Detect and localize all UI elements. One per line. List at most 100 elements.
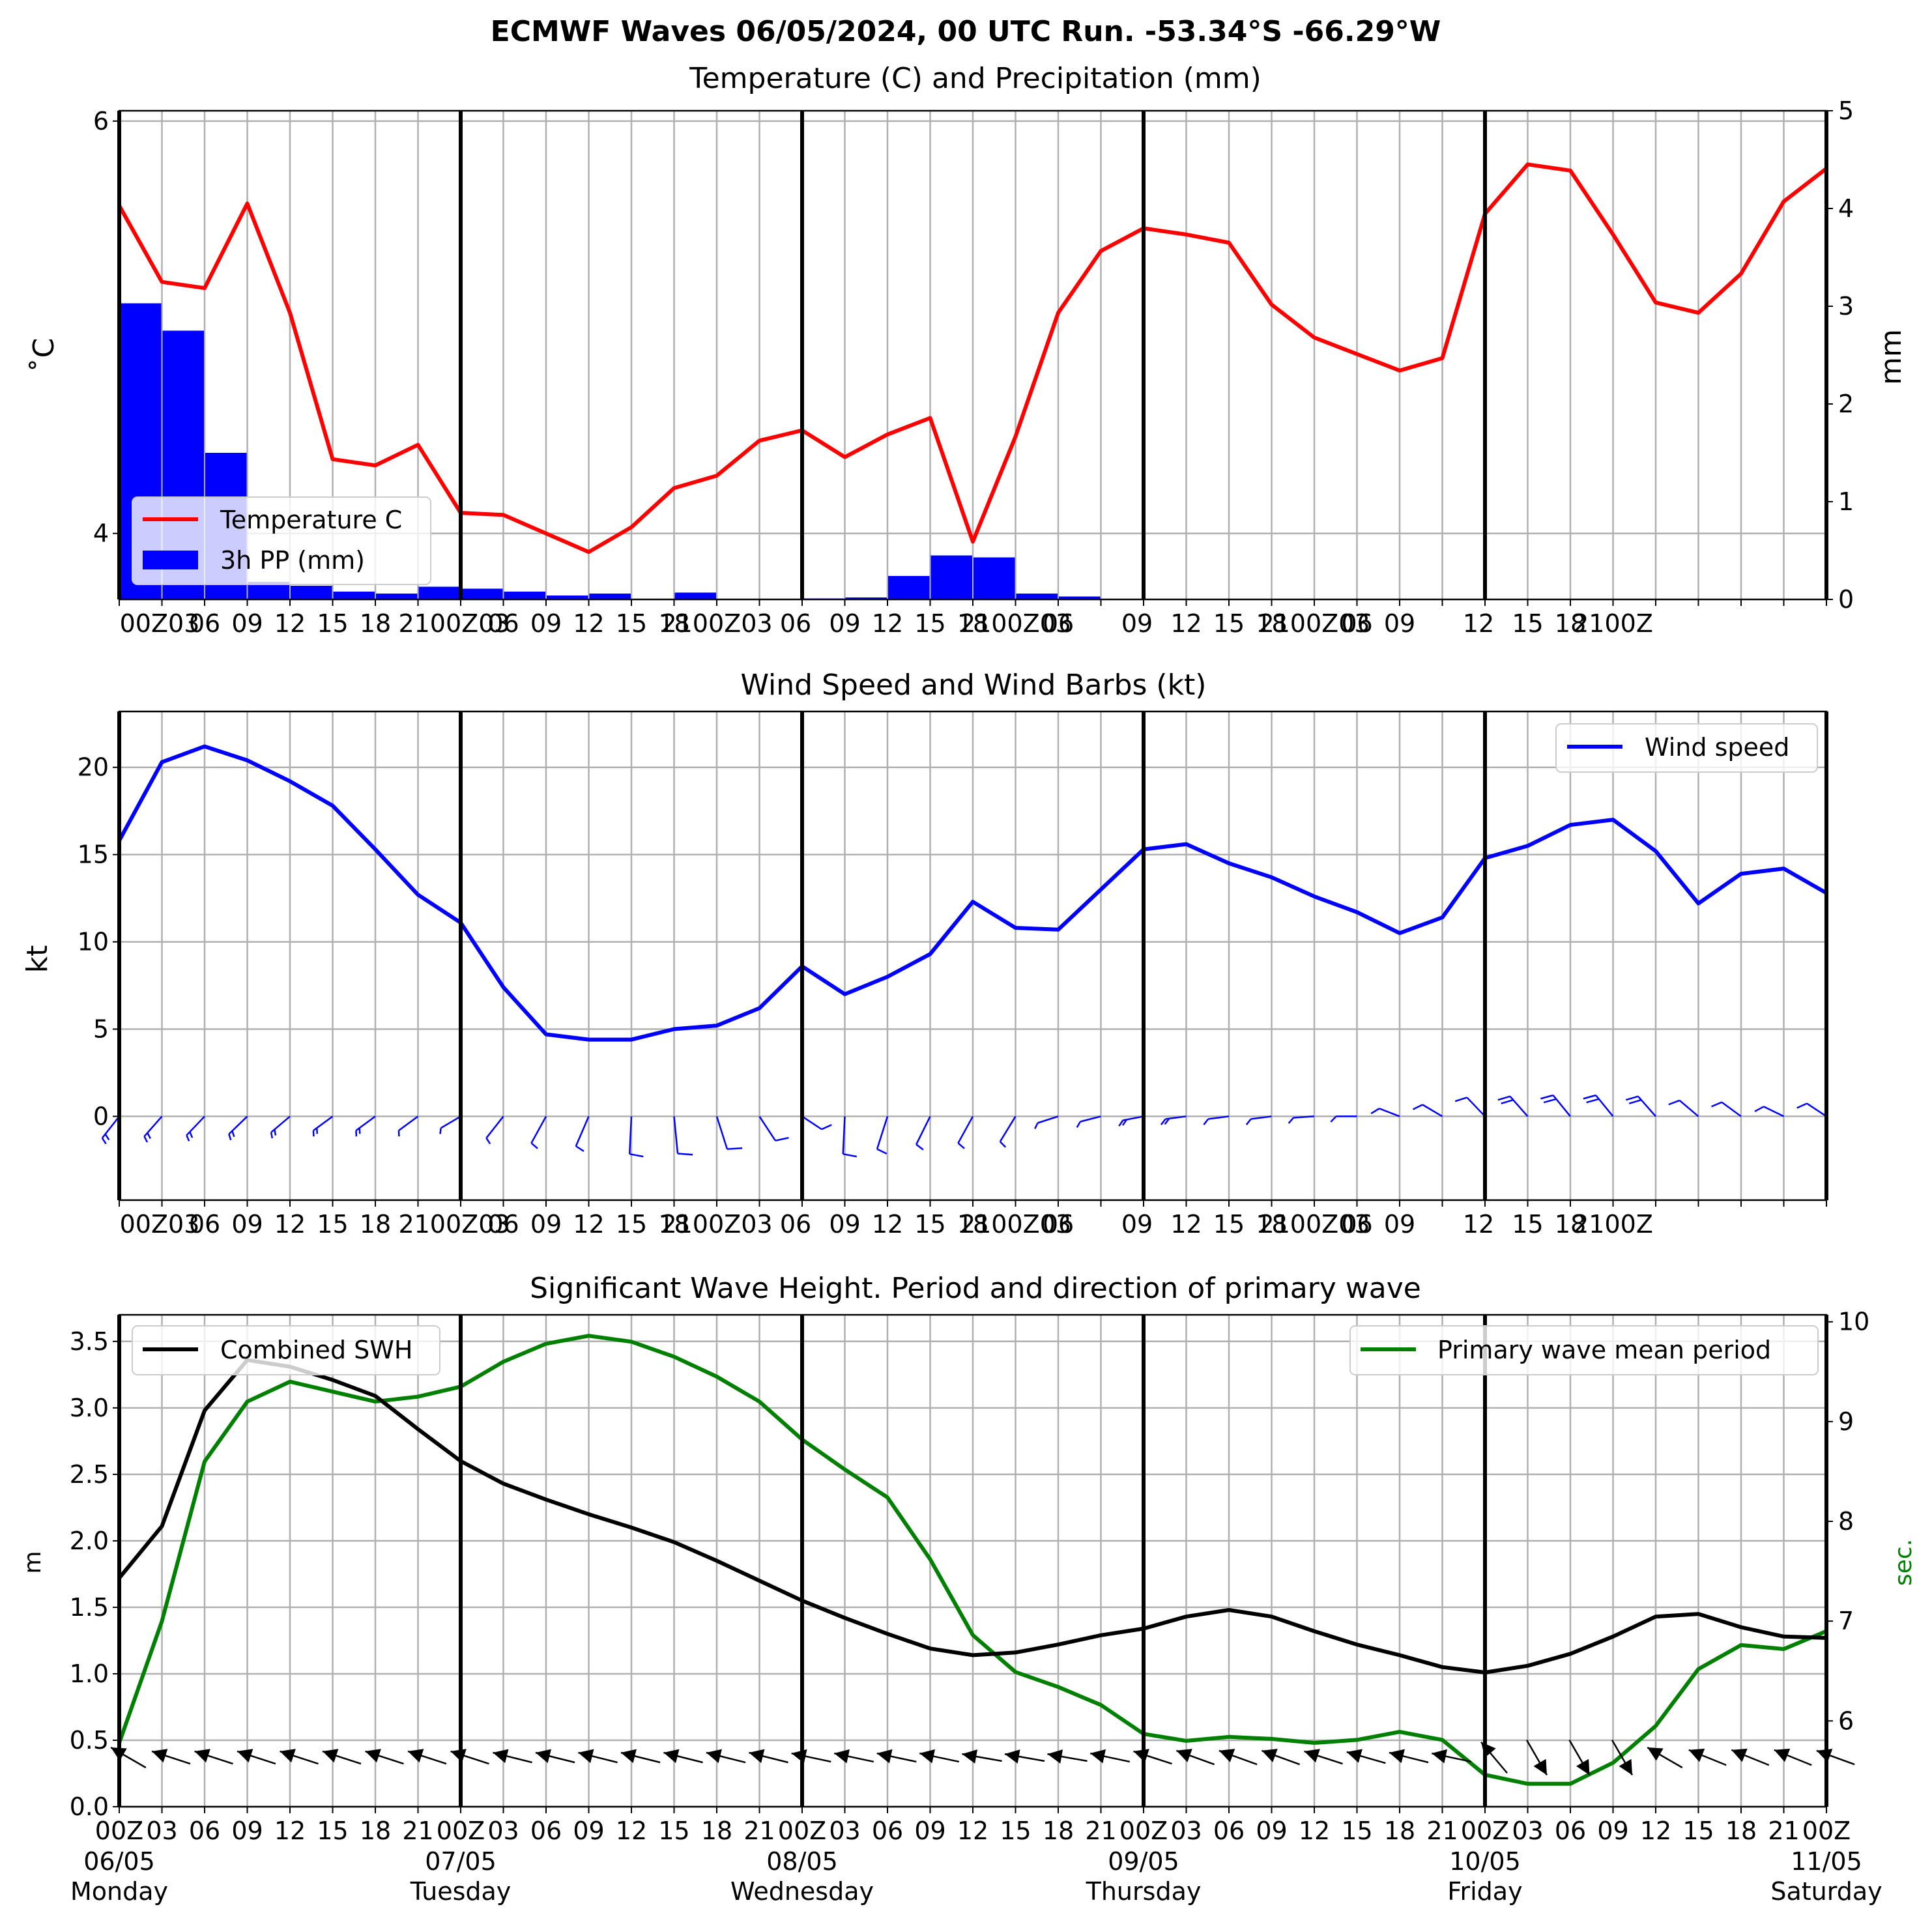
wave-arrow-head [706, 1749, 722, 1763]
wind-speed-point [1099, 888, 1103, 891]
wind-speed-point [1441, 916, 1444, 919]
legend-label-period: Primary wave mean period [1437, 1336, 1771, 1364]
wave-arrow [194, 1749, 233, 1765]
wave-arrow-head [493, 1749, 509, 1763]
legend-label-precip: 3h PP (mm) [220, 546, 365, 575]
swh-point [1398, 1654, 1401, 1657]
wind-barb [1796, 1102, 1827, 1117]
wind-barb [673, 1116, 693, 1156]
wave-arrow-head [237, 1749, 253, 1763]
wave-arrow [1688, 1748, 1727, 1766]
wind-barb-staff [758, 1115, 776, 1141]
wind-barb-feather [1076, 1121, 1081, 1128]
wind-barb [270, 1115, 291, 1139]
wind-barb [1454, 1097, 1486, 1117]
swh-point [1014, 1651, 1017, 1654]
x-tick-label: 18 [658, 609, 689, 638]
wave-arrow-head [578, 1749, 594, 1763]
wind-barb-feather [1160, 1118, 1166, 1125]
y-tick-label: 10 [78, 928, 109, 956]
precip-bar [674, 592, 716, 599]
wind-barb-staff [916, 1115, 931, 1145]
y-tick-label: 5 [93, 1015, 109, 1044]
y2-tick-label: 9 [1838, 1407, 1854, 1436]
wave-period-point [929, 1558, 932, 1561]
x-tick-label: 18 [1043, 1816, 1074, 1845]
wind-barb-feather [1203, 1118, 1209, 1125]
x-tick-label: 12 [274, 1210, 306, 1239]
wind-barb-staff [1763, 1106, 1785, 1117]
x-tick-label: 2100Z03 [398, 609, 510, 638]
y-tick-label: 15 [78, 840, 109, 869]
x-tick-label: 2100Z [1573, 609, 1653, 638]
x-tick-label: 18 [658, 1210, 689, 1239]
y-tick-label: 2.0 [70, 1527, 109, 1555]
wave-arrow [749, 1749, 788, 1764]
temperature-point [1270, 303, 1273, 306]
x-day-date: 08/05 [766, 1847, 838, 1876]
x-tick-label: 09 [829, 1210, 860, 1239]
wind-speed-point [1782, 867, 1785, 870]
swh-point [203, 1409, 206, 1412]
wave-arrow [578, 1749, 618, 1764]
swh-point [1697, 1613, 1700, 1616]
wind-speed-point [289, 780, 291, 783]
wave-arrow [365, 1749, 404, 1765]
temperature-point [758, 439, 761, 442]
temperature-point [843, 455, 846, 459]
panel3-title: Significant Wave Height. Period and dire… [530, 1272, 1421, 1305]
y2-tick-label: 0 [1838, 585, 1854, 614]
precip-bar [504, 592, 545, 599]
wave-period-point [1355, 1738, 1359, 1742]
temperature-point [972, 540, 974, 543]
x-tick-label: 09 [1256, 1816, 1287, 1845]
wind-barb-staff [876, 1116, 889, 1150]
wind-barb [228, 1115, 248, 1141]
wind-barb-feather [143, 1136, 149, 1143]
wind-barb-feather [957, 1142, 965, 1149]
x-tick-label: 06 [872, 1816, 903, 1845]
x-tick-label: 18 [957, 609, 988, 638]
wind-barb-staff [530, 1115, 547, 1144]
temperature-point [929, 416, 932, 420]
x-tick-label: 12 [1463, 609, 1494, 638]
wind-barb-feather [231, 1130, 235, 1138]
wave-arrow [1389, 1749, 1429, 1764]
wave-arrow [1346, 1749, 1386, 1764]
wind-barb [485, 1115, 504, 1145]
wind-barb-staff [1379, 1108, 1400, 1117]
x-tick-label: 00Z03 [120, 1210, 200, 1239]
y-tick-label: 20 [78, 753, 109, 782]
y2-tick-label: 3 [1838, 292, 1854, 321]
wave-arrow [962, 1749, 1002, 1764]
wave-arrow-head [194, 1749, 210, 1763]
temperature-point [587, 551, 590, 554]
precip-bar [589, 594, 631, 599]
wind-barb-feather [677, 1153, 693, 1156]
x-tick-label: 06 [487, 609, 519, 638]
precip-bar [973, 557, 1015, 599]
y-tick-label: 3.0 [70, 1394, 109, 1422]
wave-arrow-head [620, 1749, 637, 1763]
wind-barb-feather [530, 1142, 538, 1149]
x-tick-label: 18 [1384, 1816, 1415, 1845]
wave-period-point [1782, 1648, 1785, 1651]
y2-tick-label: 10 [1838, 1308, 1869, 1336]
y-tick-label: 0 [93, 1102, 109, 1130]
temperature-point [331, 457, 334, 461]
wind-barb-staff [673, 1116, 679, 1154]
x-day-date: 09/05 [1108, 1847, 1179, 1876]
wind-barb-feather [1245, 1118, 1252, 1125]
swh-point [416, 1428, 420, 1431]
wind-barb-feather [439, 1128, 442, 1134]
wind-barb [1370, 1108, 1400, 1117]
wind-barb [1203, 1115, 1230, 1125]
y2-tick-label: 6 [1838, 1706, 1854, 1735]
wave-period-point [331, 1390, 334, 1393]
x-tick-label: 18 [701, 1816, 732, 1845]
temperature-point [1057, 311, 1060, 315]
x-tick-label: 21 [1085, 1816, 1116, 1845]
x-tick-label: 00Z [1802, 1816, 1851, 1845]
wind-speed-point [1228, 862, 1230, 865]
